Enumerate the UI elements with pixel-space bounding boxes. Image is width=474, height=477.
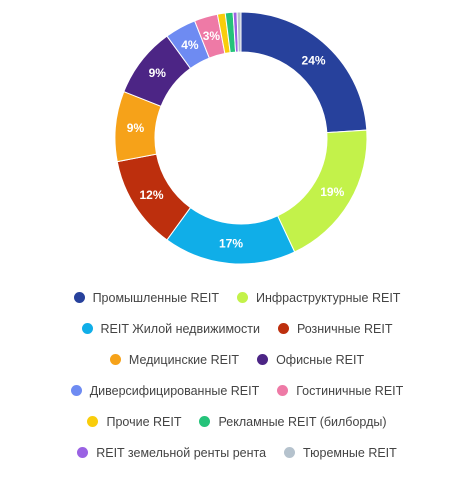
legend-swatch-4 xyxy=(277,323,289,334)
legend-item-9[interactable]: Прочие REIT xyxy=(87,415,181,429)
legend-label-12: Тюремные REIT xyxy=(303,445,397,460)
legend-swatch-12 xyxy=(284,447,296,458)
legend-label-10: Рекламные REIT (билборды) xyxy=(218,414,387,429)
legend-item-8[interactable]: Гостиничные REIT xyxy=(277,384,403,398)
legend-label-5: Медицинские REIT xyxy=(128,352,240,367)
legend-item-4[interactable]: Розничные REIT xyxy=(277,321,393,336)
legend-item-7[interactable]: Диверсифицированные REIT xyxy=(70,383,260,398)
legend-label-4: Розничные REIT xyxy=(296,321,393,336)
legend-swatch-5 xyxy=(109,354,121,365)
slice-6-value-label: 9% xyxy=(149,66,167,80)
legend-item-1[interactable]: Промышленные REIT xyxy=(73,290,219,305)
legend-swatch-8 xyxy=(277,385,289,396)
legend-item-12[interactable]: Тюремные REIT xyxy=(284,446,397,460)
slice-3-value-label: 17% xyxy=(219,237,243,251)
legend-row: REIT земельной ренты рента Тюремные REIT xyxy=(0,437,474,468)
slice-1-value-label: 24% xyxy=(302,54,326,68)
legend-item-2[interactable]: Инфраструктурные REIT xyxy=(237,291,400,305)
slice-5-value-label: 9% xyxy=(127,121,145,135)
slice-7-value-label: 4% xyxy=(181,38,199,52)
donut-chart: 24% 19% 17% 12% 9% 9% 4% 3% xyxy=(114,11,368,265)
legend-swatch-3 xyxy=(81,323,93,334)
legend-label-6: Офисные REIT xyxy=(276,352,365,367)
legend-swatch-7 xyxy=(70,385,82,396)
legend-swatch-1 xyxy=(73,292,85,303)
legend-label-7: Диверсифицированные REIT xyxy=(89,383,260,398)
legend-row: Прочие REIT Рекламные REIT (билборды) xyxy=(0,406,474,437)
legend-swatch-10 xyxy=(199,416,211,427)
legend-row: Диверсифицированные REIT Гостиничные REIT xyxy=(0,375,474,406)
legend-row: REIT Жилой недвижимости Розничные REIT xyxy=(0,313,474,344)
legend-label-2: Инфраструктурные REIT xyxy=(256,290,401,305)
legend-label-9: Прочие REIT xyxy=(106,414,182,429)
legend-label-3: REIT Жилой недвижимости xyxy=(100,321,260,336)
slice-8-value-label: 3% xyxy=(203,29,221,43)
legend-label-8: Гостиничные REIT xyxy=(296,383,404,398)
legend-label-1: Промышленные REIT xyxy=(92,290,219,305)
legend-item-10[interactable]: Рекламные REIT (билборды) xyxy=(199,414,387,429)
slice-2-value-label: 19% xyxy=(320,185,344,199)
legend-label-11: REIT земельной ренты рента xyxy=(96,445,267,460)
legend-swatch-11 xyxy=(77,447,89,458)
legend-item-11[interactable]: REIT земельной ренты рента xyxy=(77,446,266,460)
slice-4-value-label: 12% xyxy=(139,188,163,202)
legend-row: Медицинские REIT Офисные REIT xyxy=(0,344,474,375)
slice-1[interactable] xyxy=(240,11,368,134)
slice-12[interactable] xyxy=(236,11,242,53)
legend-swatch-2 xyxy=(237,292,248,303)
legend-item-5[interactable]: Медицинские REIT xyxy=(109,352,240,367)
legend-item-6[interactable]: Офисные REIT xyxy=(257,353,364,367)
chart-legend: Промышленные REIT Инфраструктурные REIT RE… xyxy=(0,282,474,468)
legend-swatch-9 xyxy=(87,416,99,427)
legend-item-3[interactable]: REIT Жилой недвижимости xyxy=(81,321,260,336)
legend-swatch-6 xyxy=(257,354,269,365)
legend-row: Промышленные REIT Инфраструктурные REIT xyxy=(0,282,474,313)
